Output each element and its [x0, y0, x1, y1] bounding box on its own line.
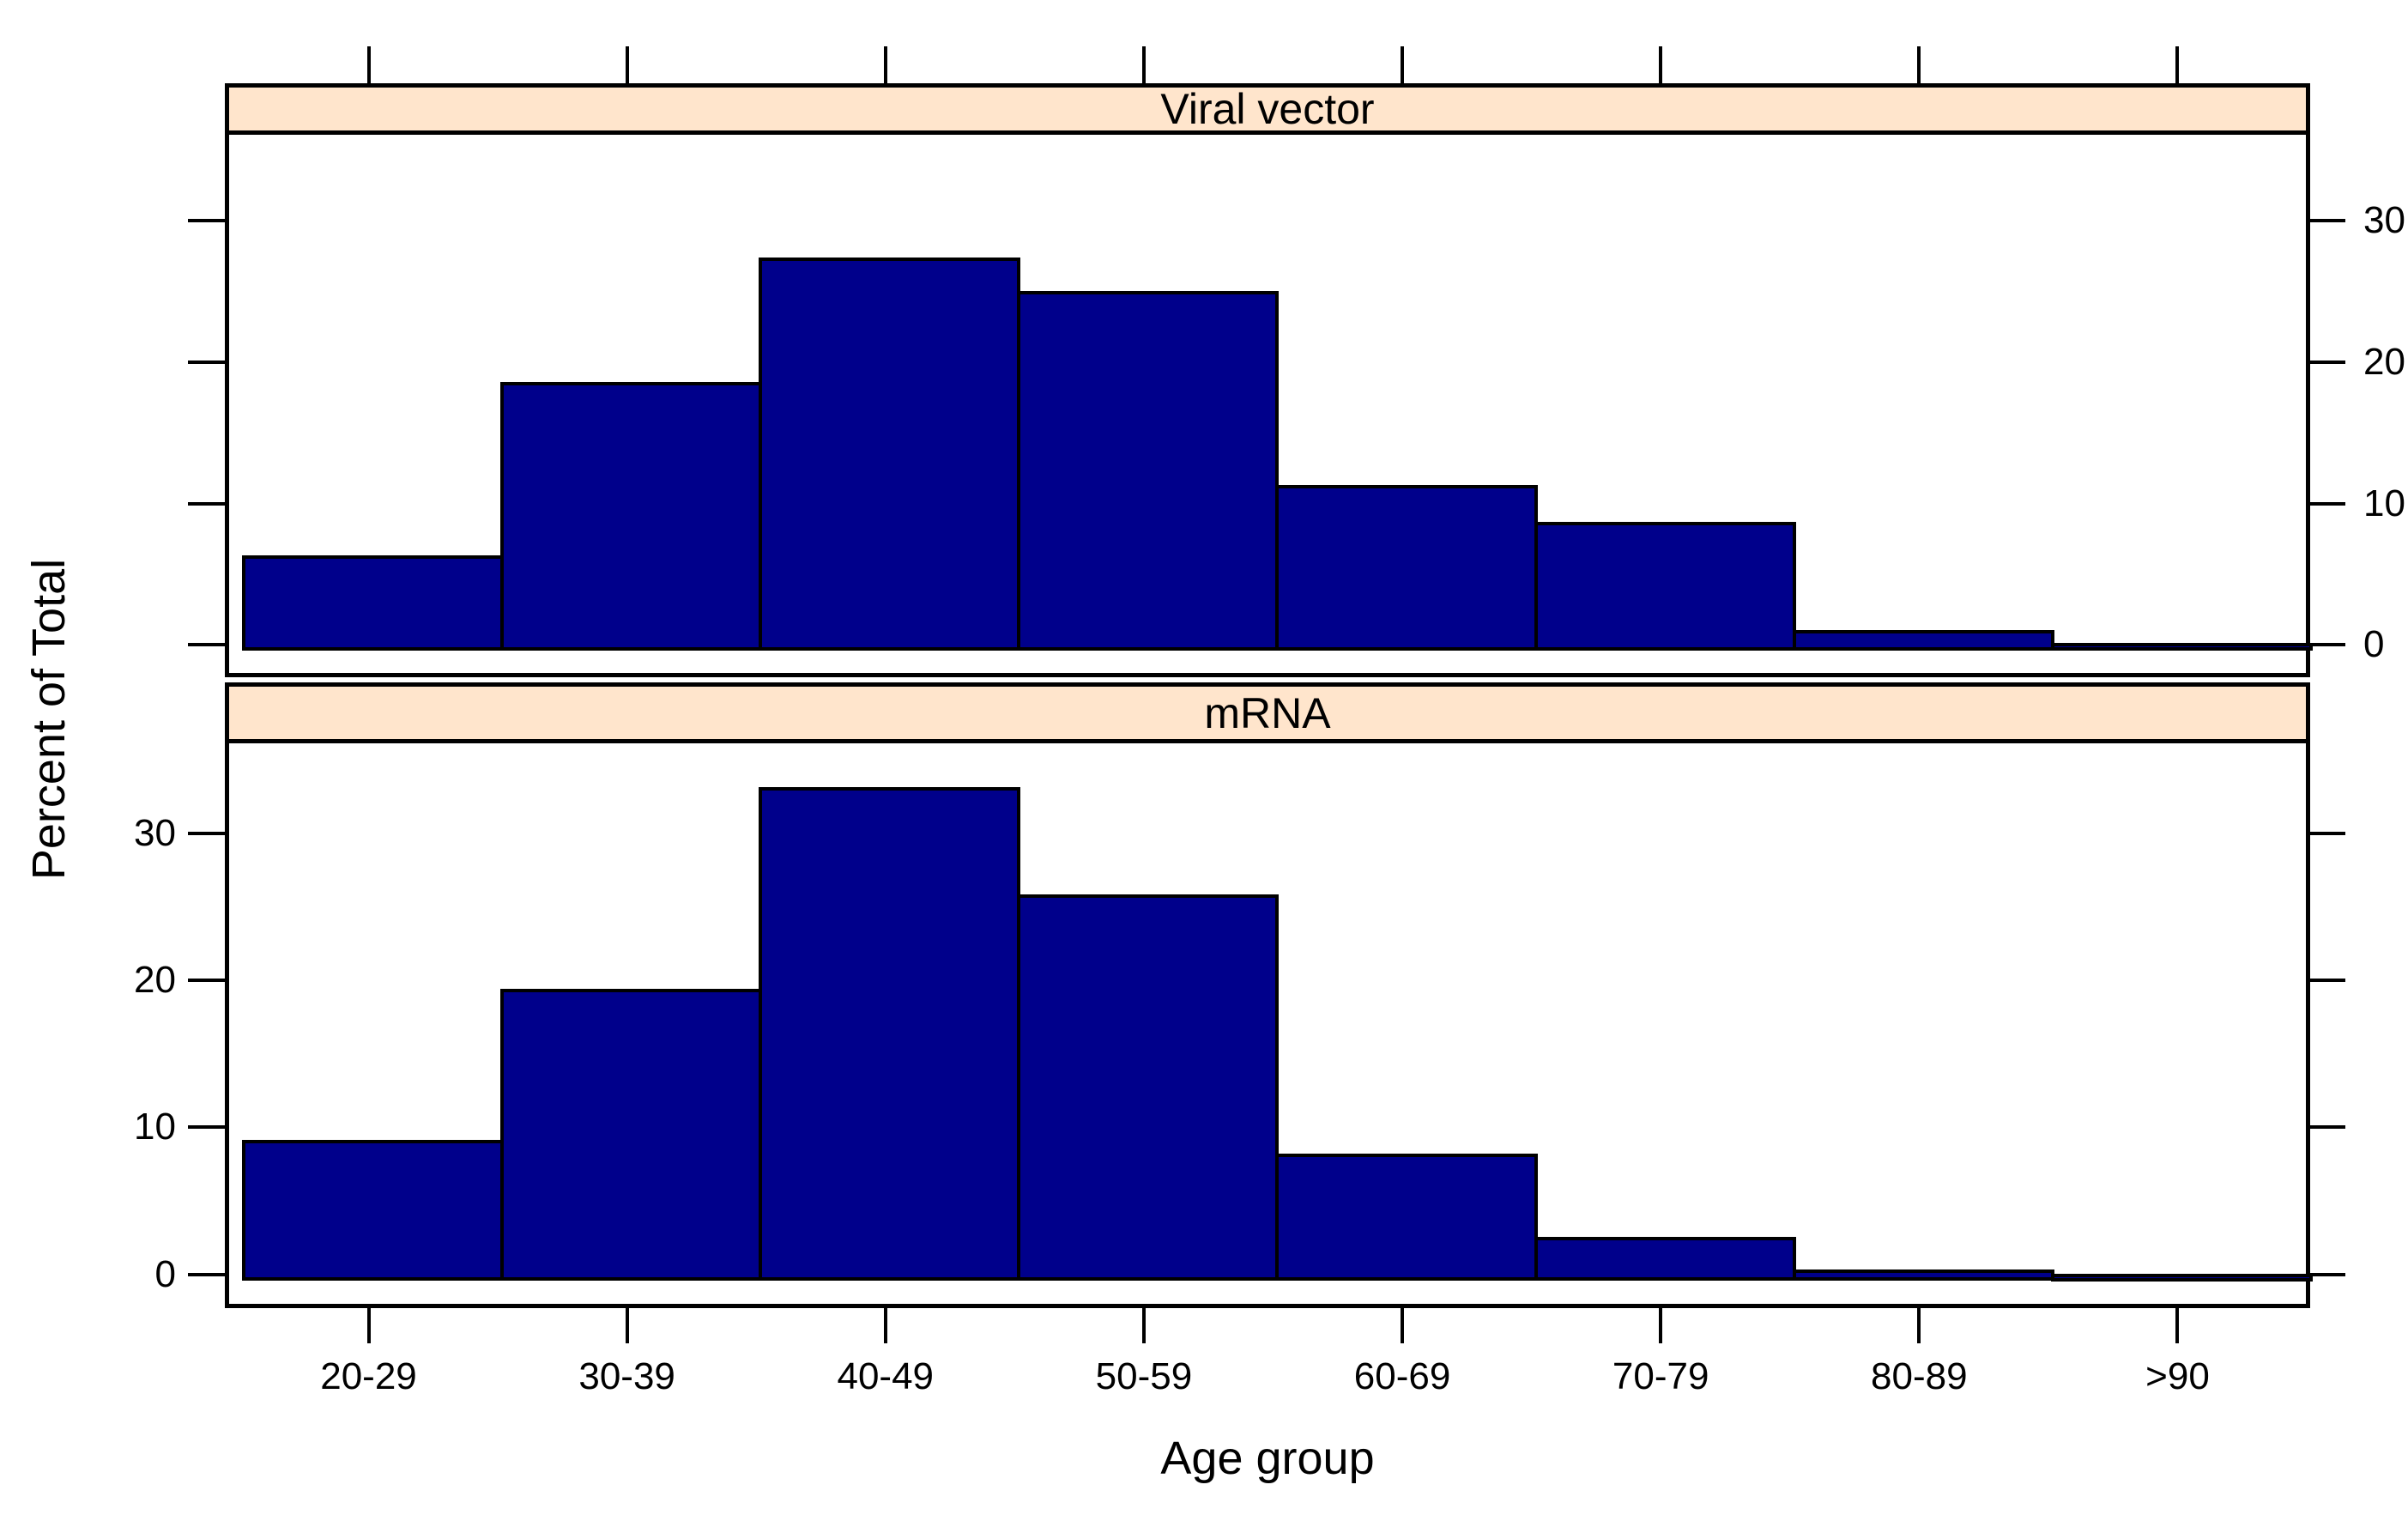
mrna-y-label-10: 10	[134, 1106, 176, 1148]
x-tick-label-60-69: 60-69	[1353, 1355, 1451, 1397]
strip-mrna: mRNA	[225, 682, 2310, 743]
bar-mrna-20-29	[241, 1140, 505, 1281]
x-tick-label-20-29: 20-29	[320, 1355, 417, 1397]
top-axis-tick-70-79	[1659, 46, 1663, 83]
viral-vector-left-tick-30	[188, 219, 225, 223]
strip-viral-vector: Viral vector	[225, 83, 2310, 135]
mrna-left-tick-20	[188, 978, 225, 982]
y-axis-title: Percent of Total	[23, 558, 75, 881]
top-axis-tick-90	[2175, 46, 2180, 83]
bottom-axis-tick-30-39	[625, 1306, 629, 1343]
mrna-right-tick-0	[2308, 1272, 2345, 1276]
mrna-y-label-20: 20	[134, 958, 176, 1001]
viral-vector-y-label-10: 10	[2363, 482, 2405, 524]
x-tick-label-70-79: 70-79	[1612, 1355, 1709, 1397]
mrna-right-tick-30	[2308, 831, 2345, 835]
top-axis-tick-60-69	[1401, 46, 1405, 83]
bar-mrna-70-79	[1534, 1237, 1796, 1281]
plot-area-viral-vector	[225, 130, 2314, 677]
x-axis-title: Age group	[1160, 1433, 1375, 1484]
top-axis-tick-20-29	[366, 46, 371, 83]
bar-viral-vector-90	[2050, 643, 2314, 651]
plot-area-mrna	[225, 739, 2314, 1308]
mrna-left-tick-30	[188, 831, 225, 835]
viral-vector-y-label-30: 30	[2363, 199, 2405, 242]
mrna-y-label-0: 0	[154, 1252, 176, 1295]
x-tick-label-30-39: 30-39	[578, 1355, 675, 1397]
mrna-right-tick-10	[2308, 1125, 2345, 1130]
viral-vector-left-tick-0	[188, 643, 225, 647]
x-tick-label-40-49: 40-49	[837, 1355, 935, 1397]
bar-mrna-40-49	[759, 787, 1021, 1281]
x-tick-label-50-59: 50-59	[1095, 1355, 1193, 1397]
bottom-axis-tick-80-89	[1917, 1306, 1921, 1343]
mrna-y-label-30: 30	[134, 811, 176, 854]
bar-mrna-30-39	[500, 988, 763, 1281]
viral-vector-right-tick-10	[2308, 501, 2345, 506]
viral-vector-y-label-20: 20	[2363, 340, 2405, 383]
top-axis-tick-50-59	[1141, 46, 1146, 83]
viral-vector-right-tick-0	[2308, 643, 2345, 647]
bottom-axis-tick-60-69	[1401, 1306, 1405, 1343]
top-axis-tick-80-89	[1917, 46, 1921, 83]
bar-viral-vector-80-89	[1792, 630, 2054, 651]
bottom-axis-tick-70-79	[1659, 1306, 1663, 1343]
viral-vector-left-tick-10	[188, 501, 225, 506]
mrna-left-tick-10	[188, 1125, 225, 1130]
viral-vector-right-tick-20	[2308, 360, 2345, 364]
bar-viral-vector-40-49	[759, 257, 1021, 651]
bar-viral-vector-30-39	[500, 381, 763, 651]
top-axis-tick-30-39	[625, 46, 629, 83]
viral-vector-right-tick-30	[2308, 219, 2345, 223]
bar-viral-vector-50-59	[1017, 291, 1280, 651]
viral-vector-left-tick-20	[188, 360, 225, 364]
bar-mrna-60-69	[1275, 1153, 1538, 1281]
mrna-right-tick-20	[2308, 978, 2345, 982]
bar-viral-vector-70-79	[1534, 521, 1796, 651]
bottom-axis-tick-40-49	[883, 1306, 887, 1343]
bar-mrna-90	[2050, 1274, 2314, 1282]
bar-viral-vector-20-29	[241, 555, 505, 651]
bar-mrna-80-89	[1792, 1270, 2054, 1281]
bottom-axis-tick-50-59	[1141, 1306, 1146, 1343]
bar-viral-vector-60-69	[1275, 484, 1538, 651]
mrna-left-tick-0	[188, 1272, 225, 1276]
strip-viral-vector-label: Viral vector	[1160, 85, 1375, 133]
x-tick-label-80-89: 80-89	[1871, 1355, 1968, 1397]
top-axis-tick-40-49	[883, 46, 887, 83]
viral-vector-y-label-0: 0	[2363, 623, 2385, 666]
bottom-axis-tick-90	[2175, 1306, 2180, 1343]
x-tick-label-90: >90	[2145, 1355, 2210, 1397]
bar-mrna-50-59	[1017, 894, 1280, 1281]
bottom-axis-tick-20-29	[366, 1306, 371, 1343]
strip-mrna-label: mRNA	[1204, 688, 1331, 737]
